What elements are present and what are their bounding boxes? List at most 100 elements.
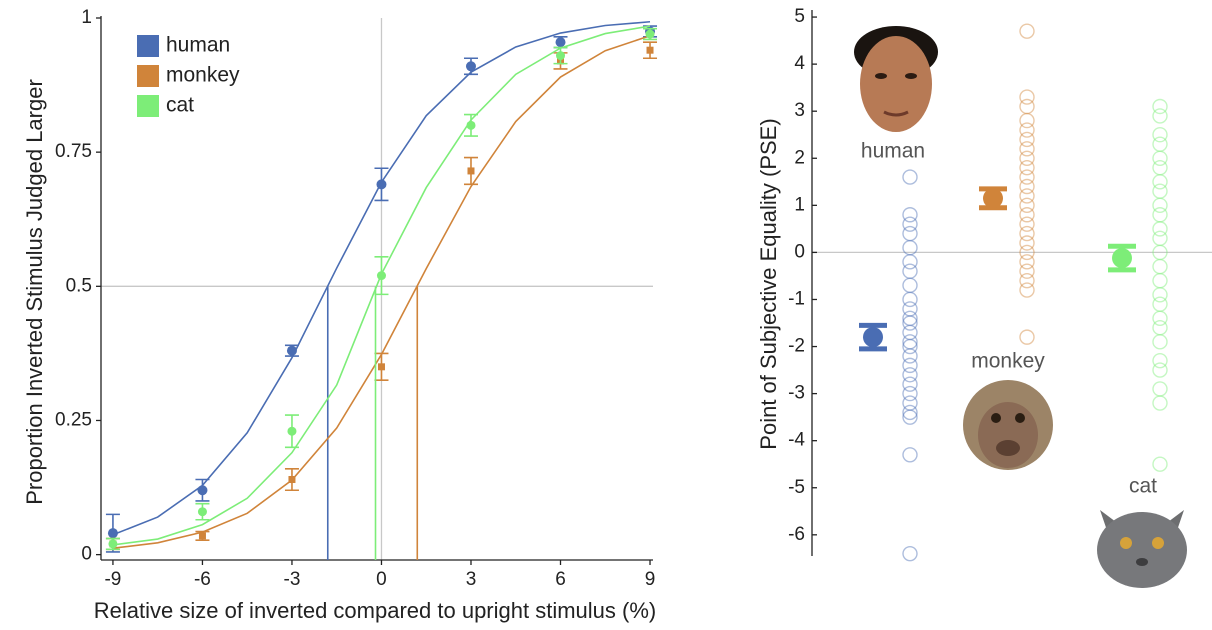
individual-point: [1152, 381, 1168, 397]
x-tick-label: 9: [645, 569, 656, 590]
legend-swatch: [137, 35, 159, 57]
individual-point: [902, 216, 918, 232]
individual-point: [902, 225, 918, 242]
y-tick-label: 1: [794, 194, 805, 215]
individual-point: [1019, 235, 1035, 251]
individual-point: [1019, 112, 1035, 129]
individual-point: [1019, 197, 1035, 214]
individual-point: [1152, 207, 1168, 223]
legend-label: human: [166, 34, 230, 57]
data-point: [376, 179, 387, 190]
y-tick-label: -4: [788, 430, 805, 451]
individual-point: [1152, 197, 1168, 214]
individual-point: [1019, 131, 1035, 148]
y-tick-label: -6: [788, 524, 805, 545]
y-tick-label: 0: [794, 241, 805, 262]
individual-point: [1152, 258, 1168, 275]
data-point: [645, 29, 655, 39]
data-point: [377, 363, 385, 371]
individual-point: [1152, 296, 1168, 312]
group-label: monkey: [971, 350, 1045, 373]
individual-point: [1019, 188, 1035, 204]
individual-point: [902, 409, 918, 425]
individual-point: [902, 357, 918, 374]
individual-point: [1019, 216, 1035, 232]
data-point: [646, 46, 654, 54]
individual-point: [1019, 225, 1035, 242]
individual-point: [902, 277, 918, 294]
y-tick-label: -3: [788, 383, 805, 404]
individual-point: [1019, 122, 1035, 138]
y-tick-label: 5: [794, 6, 805, 27]
individual-point: [902, 310, 918, 327]
individual-point: [1152, 150, 1168, 166]
x-tick-label: -3: [284, 569, 301, 590]
individual-point: [902, 338, 918, 355]
individual-point: [902, 301, 918, 317]
group-label: human: [861, 140, 925, 163]
human-face-icon: [854, 26, 938, 132]
individual-point: [1019, 150, 1035, 166]
individual-point: [902, 207, 918, 223]
individual-point: [1019, 244, 1035, 261]
individual-point: [902, 348, 918, 364]
data-point: [466, 120, 476, 130]
individual-point: [902, 395, 918, 411]
individual-point: [902, 404, 918, 421]
individual-point: [902, 254, 918, 270]
individual-point: [902, 315, 918, 331]
data-point: [107, 528, 118, 539]
individual-point: [1152, 127, 1168, 143]
data-point: [197, 485, 208, 496]
x-tick-label: -9: [104, 569, 121, 590]
x-axis-title: Relative size of inverted compared to up…: [94, 598, 656, 623]
data-point: [556, 51, 566, 61]
individual-point: [1019, 169, 1035, 185]
data-point: [286, 345, 297, 356]
individual-point: [1019, 272, 1035, 289]
data-point: [465, 61, 476, 72]
mean-point: [1112, 248, 1132, 269]
individual-point: [1152, 136, 1168, 152]
individual-point: [902, 169, 918, 185]
data-point: [198, 532, 206, 540]
y-tick-label: 1: [81, 7, 92, 28]
individual-point: [1152, 287, 1168, 303]
individual-point: [1019, 263, 1035, 279]
mean-point: [983, 188, 1003, 209]
individual-point: [902, 334, 918, 350]
individual-point: [1152, 159, 1168, 176]
data-point: [555, 37, 566, 48]
individual-point: [1152, 362, 1168, 378]
individual-point: [1152, 352, 1168, 369]
individual-point: [1152, 320, 1168, 336]
individual-point: [1152, 174, 1168, 190]
individual-point: [1019, 89, 1035, 105]
data-point: [108, 539, 118, 549]
individual-point: [1152, 230, 1168, 246]
y-tick-label: -1: [788, 288, 805, 309]
individual-point: [902, 239, 918, 256]
legend-swatch: [137, 95, 159, 117]
y-tick-label: 0.25: [55, 409, 92, 430]
individual-point: [1019, 282, 1035, 298]
y-tick-label: -2: [788, 336, 805, 357]
legend-label: cat: [166, 94, 194, 117]
individual-point: [902, 291, 918, 308]
data-point: [288, 476, 296, 484]
y-tick-label: 0: [81, 544, 92, 565]
individual-point: [1152, 183, 1168, 199]
x-tick-label: 6: [555, 569, 566, 590]
individual-point: [1152, 244, 1168, 261]
individual-point: [902, 385, 918, 402]
y-tick-label: -5: [788, 477, 805, 498]
y-tick-label: 4: [794, 53, 805, 74]
y-axis-title: Point of Subjective Equality (PSE): [756, 118, 781, 449]
x-tick-label: 0: [376, 569, 387, 590]
group-label: cat: [1129, 475, 1157, 498]
individual-point: [1019, 159, 1035, 176]
individual-point: [1019, 207, 1035, 223]
mean-point: [863, 327, 883, 348]
individual-point: [1019, 329, 1035, 345]
